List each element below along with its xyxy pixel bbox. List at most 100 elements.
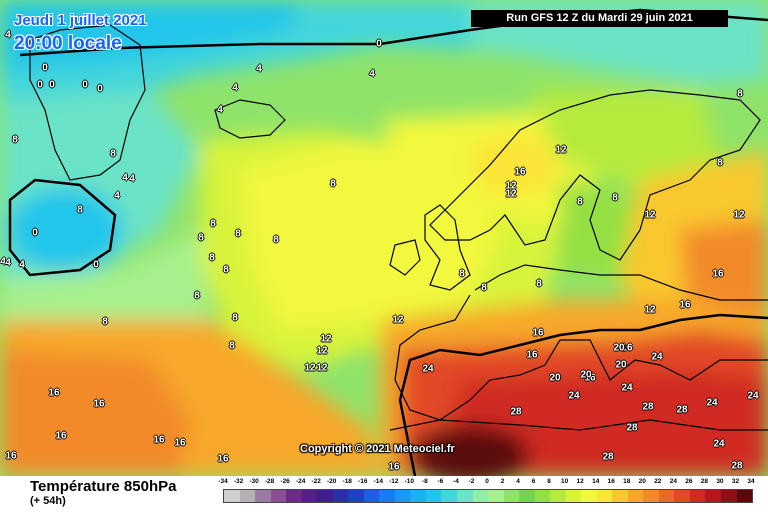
isotherm-label: 0 [82, 79, 88, 91]
isotherm-label: 8 [12, 134, 18, 146]
isotherm-label: 20 [580, 369, 592, 381]
field-sw-darkorange [0, 350, 190, 476]
scale-tick: -12 [389, 478, 399, 485]
scale-swatch [565, 490, 582, 502]
isotherm-label: 8 [210, 218, 216, 230]
scale-tick-labels: -34 -32 -30 -28 -26 -24 -22 -20 -18 -16 -14 -12 -10-… [218, 478, 754, 488]
scale-tick: 30 [716, 478, 724, 485]
isotherm-label: 24 [747, 390, 759, 402]
isotherm-label: 0 [97, 83, 103, 95]
isotherm-label: 4 [217, 104, 223, 116]
scale-swatch [317, 490, 333, 502]
scale-swatch [674, 490, 690, 502]
scale-tick: -26 [280, 478, 290, 485]
isotherm-label: 0 [37, 79, 43, 91]
scale-swatch [270, 490, 287, 502]
isotherm-label: 16 [712, 268, 724, 280]
scale-tick: -20 [327, 478, 337, 485]
scale-swatch [363, 490, 380, 502]
scale-swatch [550, 490, 566, 502]
isotherm-twenty-line [398, 313, 768, 476]
scale-swatch [689, 490, 706, 502]
map-canvas [0, 0, 768, 476]
isotherm-label: 4 [5, 29, 11, 41]
scale-swatch [721, 490, 737, 502]
scale-swatch [255, 490, 271, 502]
scale-tick: 24 [669, 478, 677, 485]
scale-swatch [332, 490, 349, 502]
isotherm-label: 28 [602, 451, 614, 463]
isotherm-label: 20 [615, 359, 627, 371]
isotherm-label: 4 [369, 68, 375, 80]
scale-swatch [379, 490, 395, 502]
isotherm-label: 12 [392, 314, 404, 326]
temperature-map: Jeudi 1 juillet 2021 20:00 locale Run GF… [0, 0, 768, 476]
ireland-coast [389, 239, 421, 276]
scale-tick: 22 [654, 478, 662, 485]
isotherm-label: 4 [5, 257, 11, 269]
scale-tick: -18 [342, 478, 352, 485]
scale-swatch [239, 490, 256, 502]
isotherm-label: 8 [110, 148, 116, 160]
scale-tick: -8 [421, 478, 428, 485]
scale-swatch [581, 490, 597, 502]
lead-time: (+ 54h) [30, 495, 66, 507]
isotherm-label: 16 [514, 166, 526, 178]
isotherm-label: 16 [153, 434, 165, 446]
isotherm-label: 4 [114, 190, 120, 202]
scale-tick: 14 [592, 478, 600, 485]
isotherm-label: 28 [510, 406, 522, 418]
isotherm-label: 0 [376, 38, 382, 50]
scale-tick: 12 [576, 478, 584, 485]
scale-tick: 2 [500, 478, 505, 485]
isotherm-label: 28 [626, 422, 638, 434]
scale-tick: 16 [607, 478, 615, 485]
forecast-time: 20:00 locale [14, 33, 122, 54]
scale-swatch [596, 490, 613, 502]
greenland-coast [29, 24, 146, 181]
isotherm-label: 16 [532, 327, 544, 339]
isotherm-label: 4 [232, 82, 238, 94]
isotherm-label: 16 [55, 430, 67, 442]
isotherm-label: 8 [229, 340, 235, 352]
legend-footer: Température 850hPa (+ 54h) -34 -32 -30 -28-… [0, 476, 768, 512]
coastlines [29, 24, 768, 431]
isotherm-label: 8 [235, 228, 241, 240]
isotherm-label: 16 [93, 398, 105, 410]
isotherm-label: 8 [459, 268, 465, 280]
isotherm-label: 28 [676, 404, 688, 416]
parameter-title: Température 850hPa [30, 478, 177, 495]
scale-swatch [425, 490, 442, 502]
scale-tick: -34 [218, 478, 228, 485]
scale-tick: 10 [561, 478, 569, 485]
isotherm-label: 8 [102, 316, 108, 328]
isotherm-label: 12 [316, 345, 328, 357]
isotherm-label: 12 [316, 362, 328, 374]
scale-tick: 0 [485, 478, 489, 485]
scale-swatch [456, 490, 473, 502]
isotherm-label: 12 [555, 144, 567, 156]
isotherm-label: 20 [613, 342, 625, 354]
isotherm-label: 28 [731, 460, 743, 472]
isotherm-label: 16 [174, 437, 186, 449]
isotherm-label: 16 [584, 372, 596, 384]
scale-tick: 18 [623, 478, 631, 485]
field-below-zero-band [0, 0, 300, 70]
scale-swatch [627, 490, 644, 502]
scale-tick: -22 [311, 478, 321, 485]
great-britain-coast [424, 204, 471, 291]
isotherm-label: 8 [481, 282, 487, 294]
isotherm-label: 12 [733, 209, 745, 221]
scale-swatch [643, 490, 659, 502]
scale-tick: 20 [638, 478, 646, 485]
scale-swatch [286, 490, 302, 502]
field-finland-band [530, 90, 720, 190]
isotherm-label: 8 [198, 232, 204, 244]
isotherm-label: 24 [706, 397, 718, 409]
scale-swatch [658, 490, 675, 502]
isotherm-label: 20 [549, 372, 561, 384]
isotherm-label: 8 [232, 312, 238, 324]
south-europe-coast [394, 294, 768, 421]
field-hot-core [410, 425, 530, 476]
isotherm-label: 12 [304, 362, 316, 374]
